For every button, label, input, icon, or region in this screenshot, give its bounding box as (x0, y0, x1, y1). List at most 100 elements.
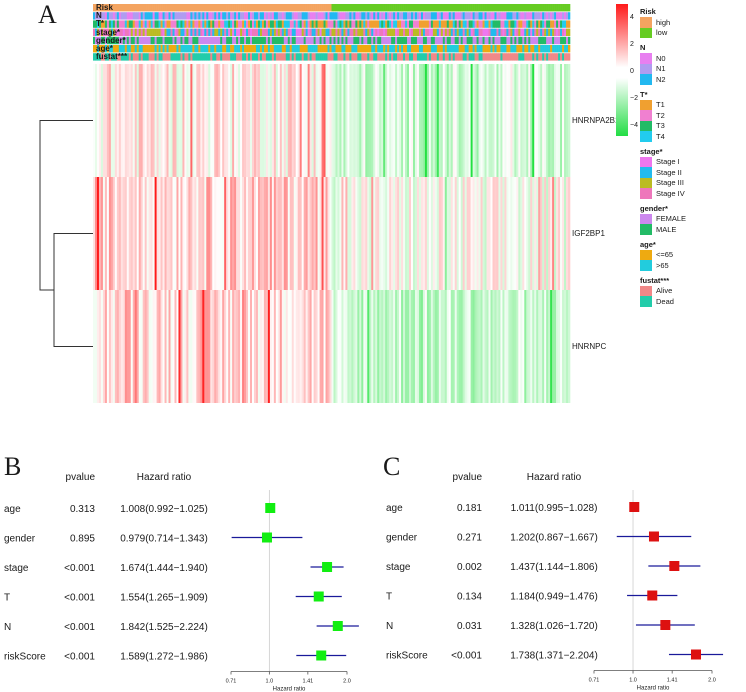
annotation-cell (319, 4, 322, 12)
annotation-cell (516, 53, 519, 61)
heatmap-cell (482, 290, 485, 403)
annotation-cell (436, 12, 440, 20)
annotation-cell (118, 20, 122, 28)
annotation-cell (373, 45, 376, 53)
annotation-cell (385, 28, 388, 36)
annotation-cell (160, 45, 163, 53)
annotation-cell (279, 28, 283, 36)
heatmap-cell (411, 177, 414, 290)
heatmap-cell (172, 177, 175, 290)
heatmap-cell (96, 290, 100, 403)
annotation-cell (446, 53, 450, 61)
heatmap-cell (198, 177, 201, 290)
annotation-cell (460, 28, 463, 36)
annotation-cell (250, 45, 253, 53)
annotation-cell (114, 20, 118, 28)
annotation-cell (478, 53, 481, 61)
annotation-cell (333, 36, 336, 45)
heatmap-cell (323, 290, 326, 403)
heatmap-cell (464, 64, 467, 177)
annotation-cell (313, 36, 316, 45)
annotation-cell (516, 45, 519, 53)
annotation-cell (148, 20, 151, 28)
heatmap-cell (391, 64, 394, 177)
annotation-cell (377, 4, 380, 12)
annotation-cell (252, 4, 255, 12)
legend-swatch (640, 99, 652, 110)
heatmap-cell (403, 290, 406, 403)
annotation-cell (315, 12, 318, 20)
annotation-cell (502, 12, 505, 20)
annotation-cell (510, 20, 513, 28)
heatmap-cell (232, 177, 235, 290)
heatmap-cell (257, 64, 261, 177)
annotation-cell (220, 36, 223, 45)
row-dendrogram (39, 120, 93, 347)
annotation-cell (198, 28, 201, 36)
annotation-cell (564, 53, 567, 61)
annotation-cell (522, 12, 525, 20)
annotation-cell (279, 4, 283, 12)
annotation-cell (403, 28, 406, 36)
heatmap-cell (236, 64, 239, 177)
heatmap-cell (508, 177, 511, 290)
annotation-cell (508, 28, 511, 36)
annotation-cell (345, 53, 348, 61)
heatmap-cell (309, 177, 312, 290)
hr-cell: 1.554(1.265−1.909) (120, 593, 208, 604)
annotation-cell (558, 12, 561, 20)
annotation-cell (315, 45, 318, 53)
annotation-cell (208, 4, 211, 12)
heatmap-cell (138, 177, 141, 290)
annotation-cell (424, 20, 428, 28)
heatmap-cell (442, 290, 446, 403)
annotation-cell (104, 4, 108, 12)
annotation-cell (568, 36, 571, 45)
annotation-cell (498, 53, 501, 61)
heatmap-cell (104, 64, 108, 177)
annotation-cell (180, 12, 183, 20)
heatmap-cell (436, 177, 440, 290)
annotation-cell (154, 20, 157, 28)
annotation-cell (466, 12, 469, 20)
annotation-cell (379, 36, 382, 45)
annotation-cell (104, 53, 108, 61)
annotation-cell (480, 53, 483, 61)
annotation-cell (220, 12, 223, 20)
heatmap-cell (277, 177, 281, 290)
annotation-cell (102, 53, 106, 61)
annotation-cell (118, 53, 122, 61)
heatmap-cell (347, 64, 350, 177)
heatmap-cell (440, 64, 444, 177)
heatmap-cell (367, 177, 370, 290)
annotation-cell (520, 20, 523, 28)
annotation-cell (226, 36, 229, 45)
heatmap-cell (339, 64, 342, 177)
heatmap-cell (363, 290, 366, 403)
annotation-cell (460, 45, 463, 53)
heatmap-cell (102, 290, 106, 403)
annotation-cell (242, 36, 245, 45)
heatmap-cell (315, 290, 318, 403)
annotation-cell (184, 28, 187, 36)
heatmap-cell (216, 290, 219, 403)
annotation-cell (375, 4, 378, 12)
annotation-cell (93, 12, 96, 20)
annotation-cell (128, 12, 132, 20)
annotation-cell (126, 28, 130, 36)
annotation-cell (520, 4, 523, 12)
heatmap-cell (285, 177, 289, 290)
annotation-cell (456, 45, 459, 53)
annotation-cell (508, 20, 511, 28)
heatmap-cell (442, 177, 446, 290)
annotation-cell (542, 45, 545, 53)
annotation-cell (311, 12, 314, 20)
heatmap-cell (564, 290, 567, 403)
annotation-cell (194, 36, 197, 45)
annotation-cell (307, 12, 310, 20)
annotation-cell (351, 20, 354, 28)
annotation-cell (106, 53, 110, 61)
annotation-cell (186, 45, 189, 53)
heatmap-cell (176, 64, 179, 177)
annotation-cell (253, 36, 257, 45)
